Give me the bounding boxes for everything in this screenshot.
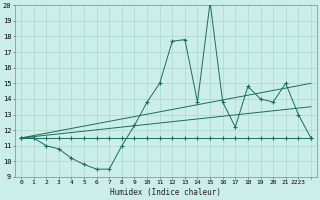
- X-axis label: Humidex (Indice chaleur): Humidex (Indice chaleur): [110, 188, 221, 197]
